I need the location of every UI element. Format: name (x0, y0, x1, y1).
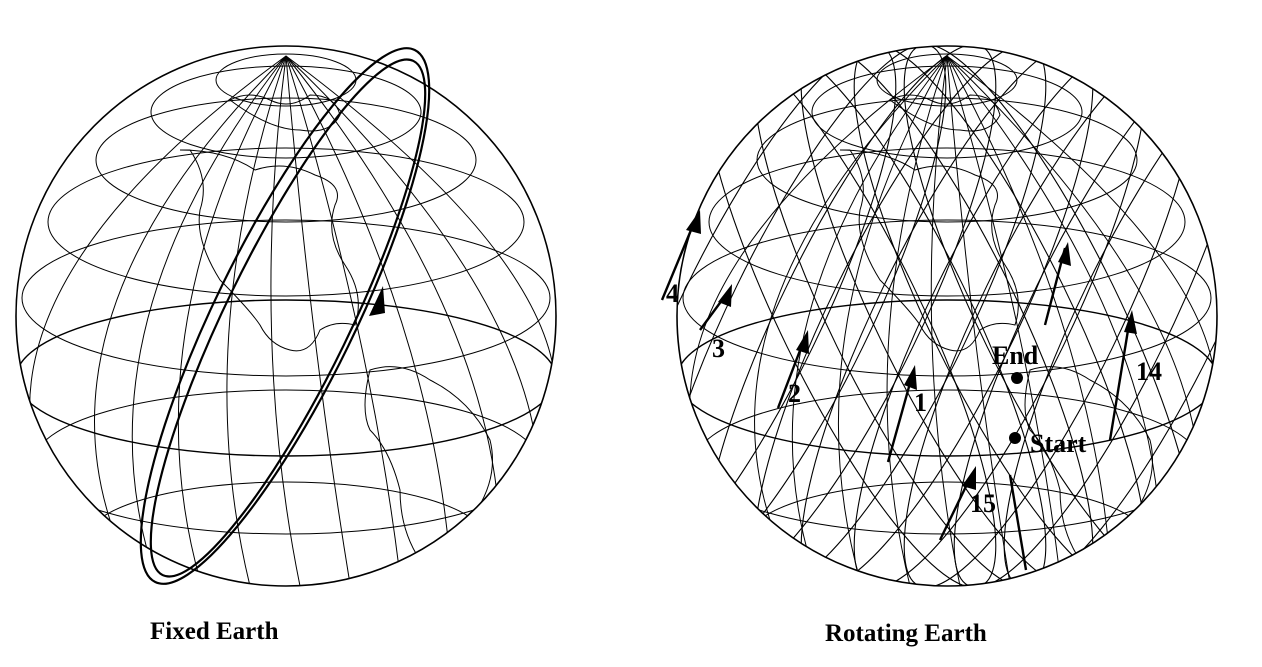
orbit-label-4: 4 (666, 279, 679, 308)
coastlines (179, 94, 493, 561)
orbit-label-3: 3 (712, 334, 725, 363)
arrow-15 (962, 466, 976, 490)
orbit-label-15: 15 (970, 489, 996, 518)
pass-arrowheads (686, 210, 1137, 490)
start-marker-dot (1009, 432, 1021, 444)
globe-outline (15, 45, 557, 587)
arrow-14 (1124, 310, 1137, 334)
ground-tracks (677, 46, 1217, 586)
end-marker-dot (1011, 372, 1023, 384)
orbit-label-14: 14 (1136, 357, 1162, 386)
fixed-orbit (139, 47, 431, 585)
caption-fixed-earth: Fixed Earth (150, 618, 279, 645)
graticule (16, 53, 556, 586)
end-marker-label: End (992, 341, 1039, 370)
arrow-3 (718, 284, 732, 307)
start-marker-label: Start (1030, 429, 1087, 458)
arrow-upper (1058, 242, 1071, 266)
rotating-earth-globe: End Start 1 2 3 4 14 15 (660, 45, 1218, 587)
arrow-1 (904, 365, 917, 390)
arrow-2 (796, 330, 809, 354)
arrow-4 (686, 210, 701, 234)
orbit-label-2: 2 (788, 379, 801, 408)
fixed-earth-globe (15, 45, 557, 587)
orbit-label-1: 1 (914, 388, 927, 417)
graticule (677, 53, 1217, 586)
caption-rotating-earth: Rotating Earth (825, 620, 987, 647)
fixed-orbit-arrow (369, 286, 385, 316)
globe-outline (676, 45, 1218, 587)
